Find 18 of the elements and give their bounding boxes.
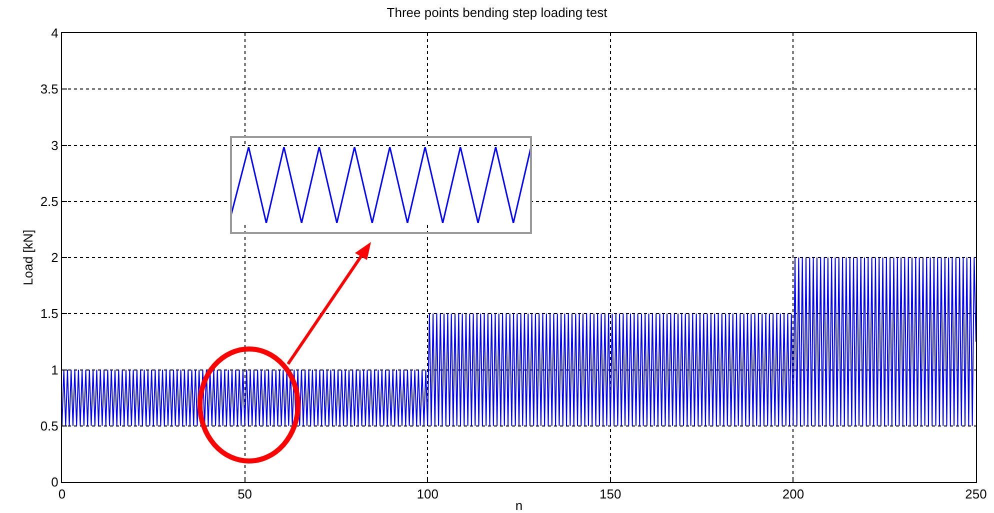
x-axis-title: n [515,498,523,513]
y-tick-label: 2.5 [40,194,58,209]
y-tick-label: 4 [51,26,58,41]
line-series [62,257,976,426]
y-tick-label: 2 [51,250,58,266]
x-tick-label: 150 [600,486,622,502]
y-tick-label: 3.5 [40,82,58,97]
x-tick-label: 100 [416,486,438,502]
y-tick-label: 3 [51,138,58,153]
y-tick-label: 0.5 [40,418,58,434]
x-tick-label: 200 [782,486,804,502]
y-tick-label: 1 [51,362,58,378]
x-tick-label: 250 [965,486,987,502]
y-axis-title: Load [kN] [20,230,36,286]
y-tick-label: 1.5 [40,306,58,322]
chart-title: Three points bending step loading test [386,4,608,20]
y-tick-label: 0 [51,474,58,490]
x-tick-label: 50 [238,486,252,502]
